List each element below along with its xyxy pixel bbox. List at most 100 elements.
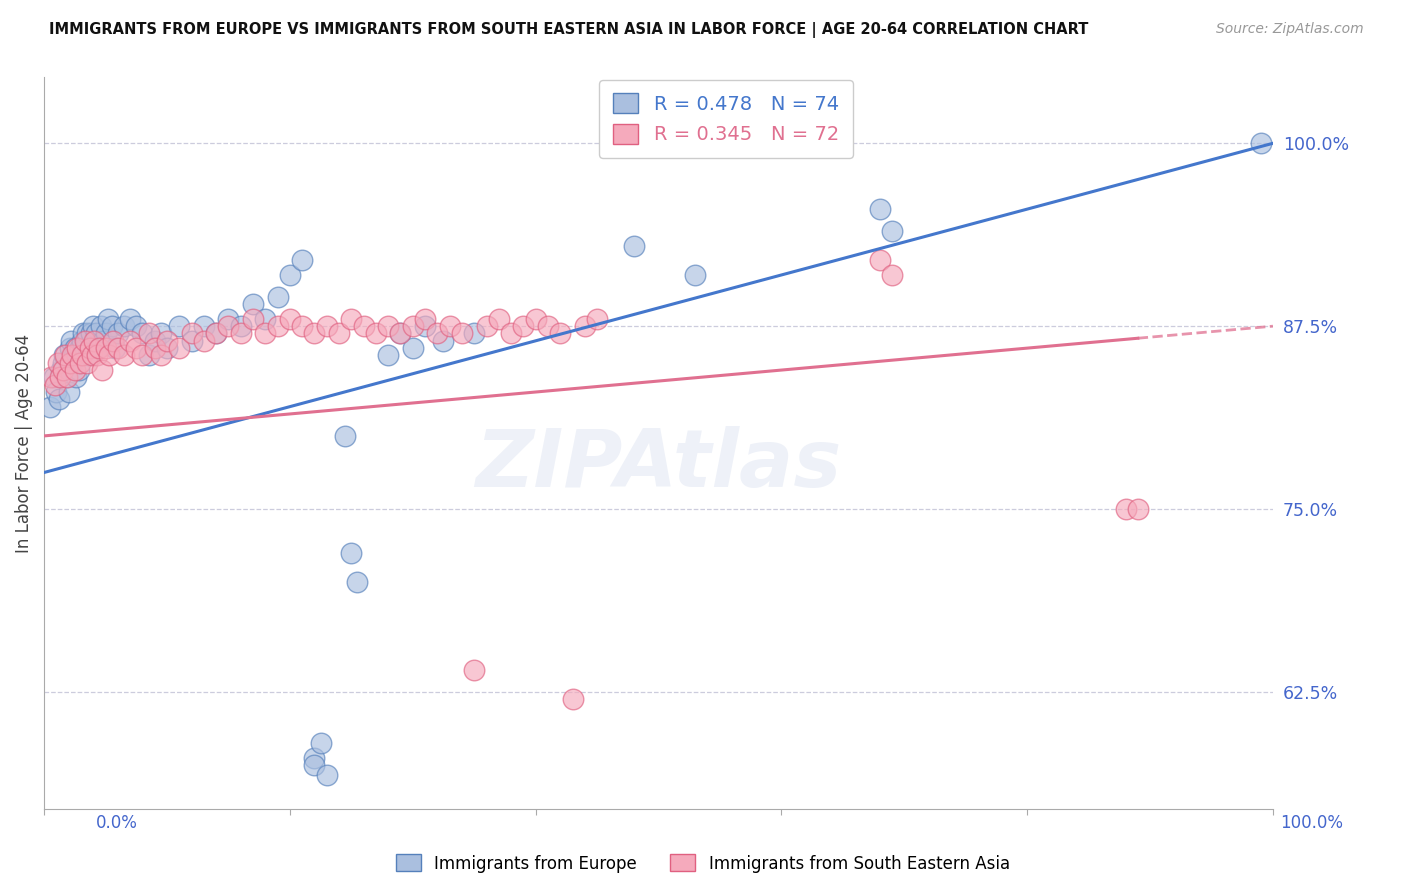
Point xyxy=(426,326,449,341)
Point xyxy=(242,311,264,326)
Point xyxy=(413,319,436,334)
Point xyxy=(402,341,425,355)
Point xyxy=(80,348,103,362)
Point xyxy=(87,341,110,355)
Point xyxy=(73,334,96,348)
Point xyxy=(44,377,66,392)
Point xyxy=(104,341,127,355)
Point xyxy=(537,319,560,334)
Point xyxy=(291,319,314,334)
Point xyxy=(90,319,112,334)
Point xyxy=(278,268,301,282)
Point xyxy=(353,319,375,334)
Text: Source: ZipAtlas.com: Source: ZipAtlas.com xyxy=(1216,22,1364,37)
Point xyxy=(364,326,387,341)
Point xyxy=(143,334,166,348)
Point xyxy=(149,326,172,341)
Point xyxy=(377,348,399,362)
Point xyxy=(51,356,73,370)
Point xyxy=(242,297,264,311)
Point xyxy=(39,400,62,414)
Point xyxy=(94,326,117,341)
Text: 0.0%: 0.0% xyxy=(96,814,138,831)
Point xyxy=(278,311,301,326)
Point xyxy=(463,663,485,677)
Point xyxy=(90,363,112,377)
Point xyxy=(125,319,148,334)
Point xyxy=(499,326,522,341)
Point xyxy=(217,311,239,326)
Point xyxy=(51,363,73,377)
Point xyxy=(60,356,83,370)
Point xyxy=(156,341,179,355)
Point xyxy=(548,326,571,341)
Point xyxy=(66,348,89,362)
Point xyxy=(524,311,547,326)
Point xyxy=(42,370,65,384)
Point xyxy=(52,348,75,362)
Point xyxy=(76,356,98,370)
Y-axis label: In Labor Force | Age 20-64: In Labor Force | Age 20-64 xyxy=(15,334,32,553)
Point xyxy=(880,224,903,238)
Point xyxy=(413,311,436,326)
Point xyxy=(340,311,363,326)
Point xyxy=(402,319,425,334)
Point xyxy=(389,326,412,341)
Point xyxy=(120,311,142,326)
Point xyxy=(193,319,215,334)
Legend: R = 0.478   N = 74, R = 0.345   N = 72: R = 0.478 N = 74, R = 0.345 N = 72 xyxy=(599,80,853,158)
Point xyxy=(451,326,474,341)
Point xyxy=(869,253,891,268)
Point xyxy=(346,575,368,590)
Point xyxy=(180,326,202,341)
Point xyxy=(84,326,107,341)
Point xyxy=(869,202,891,216)
Point xyxy=(73,341,96,355)
Point xyxy=(77,348,100,362)
Point xyxy=(205,326,228,341)
Point xyxy=(46,356,69,370)
Point xyxy=(60,334,83,348)
Point xyxy=(205,326,228,341)
Point xyxy=(101,334,124,348)
Point xyxy=(217,319,239,334)
Point xyxy=(70,348,93,362)
Point xyxy=(69,341,91,355)
Point xyxy=(149,348,172,362)
Point xyxy=(169,341,191,355)
Point xyxy=(304,758,326,772)
Point xyxy=(340,546,363,560)
Point xyxy=(488,311,510,326)
Point xyxy=(79,341,101,355)
Point xyxy=(65,370,87,384)
Point xyxy=(58,384,80,399)
Point xyxy=(97,311,120,326)
Point xyxy=(475,319,498,334)
Point xyxy=(512,319,534,334)
Point xyxy=(80,326,103,341)
Point xyxy=(45,384,67,399)
Point xyxy=(229,319,252,334)
Point xyxy=(266,319,288,334)
Point xyxy=(120,334,142,348)
Point xyxy=(389,326,412,341)
Point xyxy=(112,348,135,362)
Point xyxy=(112,319,135,334)
Point xyxy=(70,348,93,362)
Point xyxy=(66,341,89,355)
Point xyxy=(89,341,111,355)
Point xyxy=(59,356,82,370)
Point xyxy=(266,290,288,304)
Point xyxy=(328,326,350,341)
Point xyxy=(125,341,148,355)
Point xyxy=(131,326,153,341)
Point xyxy=(304,751,326,765)
Point xyxy=(79,341,101,355)
Point xyxy=(309,736,332,750)
Point xyxy=(254,311,277,326)
Point xyxy=(180,334,202,348)
Point xyxy=(48,392,70,407)
Point xyxy=(86,348,108,362)
Point xyxy=(72,326,94,341)
Point xyxy=(75,334,97,348)
